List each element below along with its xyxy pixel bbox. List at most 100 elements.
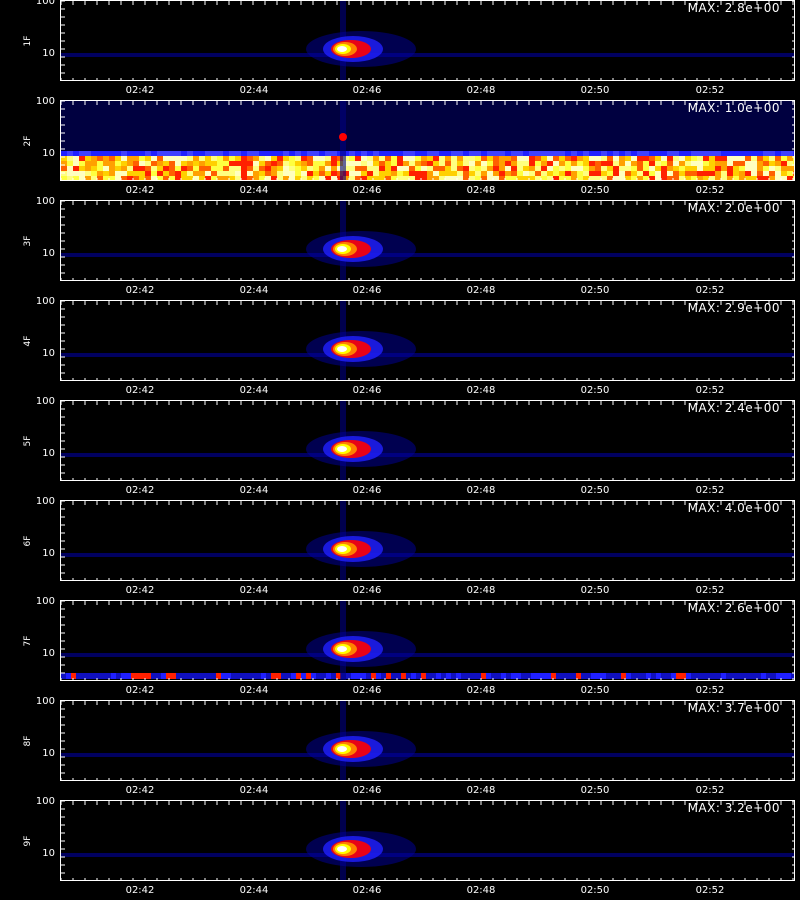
- heatmap-cell: [319, 166, 325, 171]
- heatmap-cell: [349, 156, 355, 161]
- heatmap-cell: [73, 171, 79, 176]
- heatmap-cell: [391, 171, 397, 176]
- heatmap-cell: [511, 673, 516, 679]
- heatmap-cell: [321, 673, 326, 679]
- heatmap-cell: [235, 151, 241, 156]
- heatmap-cell: [733, 171, 739, 176]
- heatmap-cell: [577, 166, 583, 171]
- heatmap-cell: [583, 176, 589, 180]
- heatmap-cell: [101, 673, 106, 679]
- heatmap-cell: [641, 673, 646, 679]
- heatmap-cell: [313, 171, 319, 176]
- heatmap-cell: [205, 171, 211, 176]
- heatmap-cell: [457, 151, 463, 156]
- heatmap-cell: [355, 151, 361, 156]
- heatmap-cell: [229, 176, 235, 180]
- heatmap-cell: [187, 151, 193, 156]
- heatmap-cell: [595, 161, 601, 166]
- heatmap-cell: [397, 156, 403, 161]
- heatmap-cell: [295, 166, 301, 171]
- heatmap-cell: [733, 161, 739, 166]
- heatmap-cell: [235, 171, 241, 176]
- heatmap-cell: [217, 161, 223, 166]
- heatmap-cell: [769, 176, 775, 180]
- heatmap-cell: [211, 166, 217, 171]
- heatmap-cell: [655, 171, 661, 176]
- heatmap-cell: [283, 171, 289, 176]
- heatmap-cell: [396, 673, 401, 679]
- heatmap-cell: [439, 161, 445, 166]
- heatmap-cell: [126, 673, 131, 679]
- heatmap-cell: [637, 151, 643, 156]
- heatmap-cell: [205, 156, 211, 161]
- heatmap-cell: [571, 166, 577, 171]
- heatmap-cell: [433, 176, 439, 180]
- heatmap-cell: [103, 156, 109, 161]
- heatmap-cell: [589, 176, 595, 180]
- heatmap-cell: [451, 176, 457, 180]
- heatmap-cell: [373, 161, 379, 166]
- heatmap-cell: [493, 151, 499, 156]
- heatmap-cell: [745, 151, 751, 156]
- heatmap-cell: [696, 673, 701, 679]
- heatmap-cell: [427, 151, 433, 156]
- heatmap-cell: [331, 161, 337, 166]
- heatmap-cell: [667, 151, 673, 156]
- heatmap-cell: [271, 171, 277, 176]
- heatmap-cell: [727, 151, 733, 156]
- y-tick-label: 10: [42, 648, 55, 659]
- heatmap-cell: [271, 166, 277, 171]
- burst-glow: [337, 646, 347, 652]
- heatmap-cell: [787, 151, 793, 156]
- heatmap-cell: [181, 161, 187, 166]
- heatmap-cell: [769, 151, 775, 156]
- x-tick-label: 02:46: [352, 585, 382, 596]
- heatmap-cell: [469, 171, 475, 176]
- heatmap-cell: [325, 166, 331, 171]
- heatmap-cell: [625, 176, 631, 180]
- heatmap-cell: [486, 673, 491, 679]
- heatmap-cell: [481, 176, 487, 180]
- heatmap-cell: [133, 161, 139, 166]
- heatmap-cell: [381, 673, 386, 679]
- heatmap-cell: [277, 151, 283, 156]
- heatmap-cell: [793, 151, 794, 156]
- heatmap-cell: [679, 171, 685, 176]
- x-tick-label: 02:48: [466, 85, 496, 96]
- heatmap-cell: [551, 673, 556, 679]
- heatmap-cell: [307, 161, 313, 166]
- heatmap-cell: [787, 156, 793, 161]
- heatmap-cell: [187, 176, 193, 180]
- x-tick-label: 02:46: [352, 185, 382, 196]
- heatmap-cell: [247, 166, 253, 171]
- heatmap-cell: [211, 156, 217, 161]
- heatmap-cell: [379, 176, 385, 180]
- heatmap-cell: [241, 166, 247, 171]
- heatmap-cell: [277, 156, 283, 161]
- heatmap-cell: [191, 673, 196, 679]
- heatmap-cell: [253, 156, 259, 161]
- heatmap-cell: [97, 156, 103, 161]
- heatmap-cell: [571, 171, 577, 176]
- heatmap-cell: [451, 673, 456, 679]
- heatmap-cell: [313, 166, 319, 171]
- spectrogram-heatmap: [61, 501, 794, 580]
- heatmap-cell: [685, 171, 691, 176]
- heatmap-cell: [715, 176, 721, 180]
- heatmap-cell: [187, 166, 193, 171]
- heatmap-cell: [679, 161, 685, 166]
- heatmap-cell: [487, 151, 493, 156]
- heatmap-cell: [637, 161, 643, 166]
- heatmap-cell: [397, 161, 403, 166]
- heatmap-cell: [319, 161, 325, 166]
- heatmap-cell: [535, 166, 541, 171]
- heatmap-cell: [697, 176, 703, 180]
- heatmap-cell: [223, 161, 229, 166]
- frequency-band: [61, 53, 794, 57]
- heatmap-cell: [576, 673, 581, 679]
- heatmap-cell: [319, 176, 325, 180]
- heatmap-cell: [301, 156, 307, 161]
- spectrogram-heatmap: [61, 1, 794, 80]
- heatmap-cell: [739, 151, 745, 156]
- heatmap-cell: [241, 176, 247, 180]
